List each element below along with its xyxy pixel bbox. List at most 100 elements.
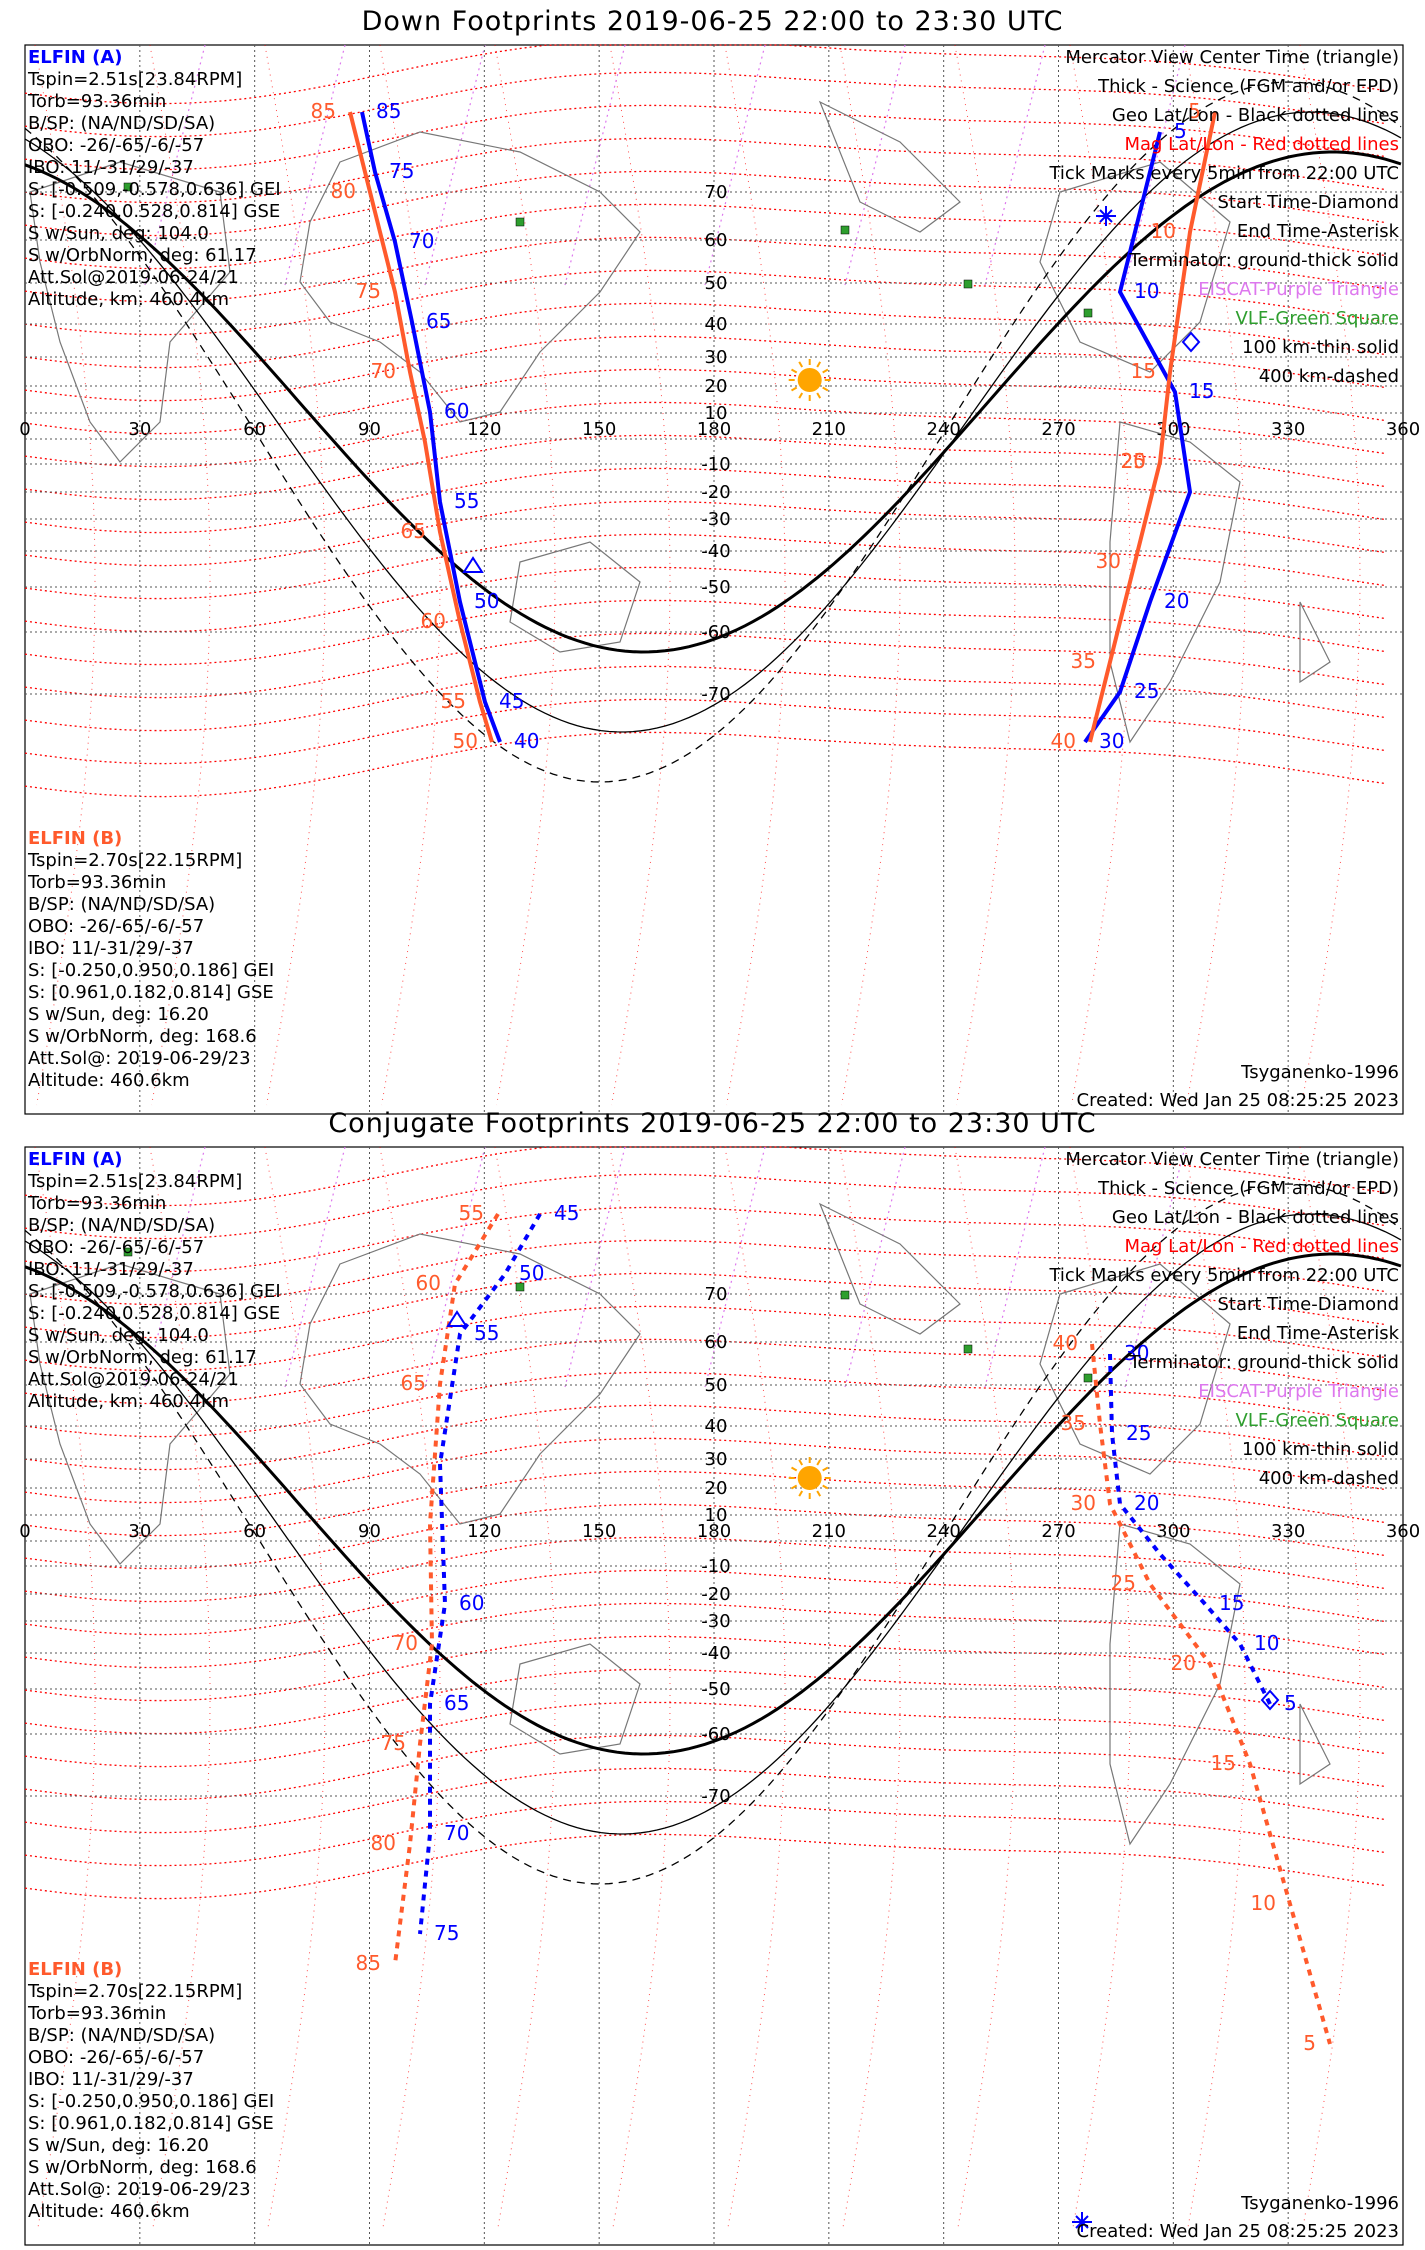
mag-lat-line <box>24 1800 1386 1867</box>
coastline <box>818 1202 961 1335</box>
legend-entry: 400 km-dashed <box>1259 1468 1399 1489</box>
elfin-b-track-east-tick-label: 35 <box>1061 1411 1086 1435</box>
coastline <box>1299 1703 1331 1786</box>
mag-lon-line <box>379 44 441 1106</box>
elfin-b-info-line: S: [0.961,0.182,0.814] GSE <box>28 982 274 1003</box>
legend-entry: Terminator: ground-thick solid <box>1128 1352 1399 1373</box>
legend-entry: Mercator View Center Time (triangle) <box>1065 47 1399 68</box>
lon-tick-label: 120 <box>467 419 501 440</box>
elfin-b-track-east-tick-label: 5 <box>1303 2031 1316 2055</box>
lon-tick-label: 180 <box>697 419 731 440</box>
elfin-b-label: ELFIN (B) <box>28 828 122 849</box>
lat-tick-label: -40 <box>701 541 730 562</box>
square-icon <box>123 182 133 192</box>
sun-ray <box>791 1484 798 1490</box>
created-timestamp: Created: Wed Jan 25 08:25:25 2023 <box>1077 2221 1399 2242</box>
elfin-b-info-line: Torb=93.36min <box>27 2003 166 2024</box>
sun-ray <box>816 1490 822 1497</box>
lon-tick-label: 60 <box>243 419 266 440</box>
terminator-ground <box>24 150 1402 654</box>
sun-ray <box>798 361 804 368</box>
elfin-a-track-west-tick-label: 60 <box>444 399 469 423</box>
sun-ray <box>816 1459 822 1466</box>
sun-ray <box>822 1466 829 1472</box>
square-icon <box>963 279 973 289</box>
mag-lon-line <box>264 44 326 1106</box>
terminator-ground <box>24 1252 1402 1756</box>
lon-tick-label: 180 <box>697 1521 731 1542</box>
mag-lat-line <box>24 731 1386 798</box>
mag-lat-line <box>24 1635 1386 1702</box>
legend-entry: Start Time-Diamond <box>1217 192 1399 213</box>
lat-tick-label: -40 <box>701 1643 730 1664</box>
elfin-b-info-line: IBO: 11/-31/29/-37 <box>28 2069 194 2090</box>
elfin-a-info-line: OBO: -26/-65/-6/-57 <box>28 1237 204 1258</box>
elfin-b-track-east-tick-label: 40 <box>1051 729 1076 753</box>
mag-lat-line <box>24 104 1386 171</box>
mag-lat-line <box>24 1602 1386 1669</box>
elfin-a-info-line: S w/Sun, deg: 104.0 <box>28 223 209 244</box>
elfin-a-info-line: Torb=93.36min <box>27 91 166 112</box>
legend-entry: Start Time-Diamond <box>1217 1294 1399 1315</box>
elfin-a-track-west-tick-label: 70 <box>444 1821 469 1845</box>
elfin-b-track-east-tick-label: 40 <box>1053 1331 1078 1355</box>
elfin-a-info-line: S w/OrbNorm, deg: 61.17 <box>28 1347 257 1368</box>
conjugate-footprints-map: 0 30 60 90 120 150 180 210 240 270 300 330 360102030… <box>19 1146 1420 2246</box>
elfin-b-info-line: S: [0.961,0.182,0.814] GSE <box>28 2113 274 2134</box>
mag-lat-line <box>24 1239 1386 1306</box>
elfin-b-track-west-tick-label: 55 <box>459 1201 484 1225</box>
elfin-a-track-west-tick-label: 75 <box>389 159 414 183</box>
lon-tick-label: 210 <box>812 419 846 440</box>
triangle-icon <box>462 556 484 573</box>
coastline <box>1039 161 1231 373</box>
elfin-b-track-west-tick-label: 80 <box>331 179 356 203</box>
legend-entry: End Time-Asterisk <box>1237 221 1400 242</box>
mag-lat-line <box>24 1701 1386 1768</box>
elfin-a-track-west-tick-label: 50 <box>519 1261 544 1285</box>
elfin-a-track-west-tick-label: 75 <box>434 1921 459 1945</box>
terminator-100km <box>24 1213 1402 1835</box>
mag-lat-line <box>24 566 1386 633</box>
lat-tick-label: 30 <box>705 347 728 368</box>
lat-tick-label: -70 <box>701 1786 730 1807</box>
elfin-b-info-line: S: [-0.250,0.950,0.186] GEI <box>28 960 274 981</box>
lat-tick-label: -20 <box>701 482 730 503</box>
elfin-b-info-line: OBO: -26/-65/-6/-57 <box>28 2047 204 2068</box>
sun-ray <box>798 1459 804 1466</box>
mag-lat-line <box>24 1305 1386 1372</box>
terminator-400km <box>24 81 1402 783</box>
sun-ray <box>822 386 829 392</box>
lon-tick-label: 330 <box>1271 1521 1305 1542</box>
mag-lat-line <box>24 368 1386 435</box>
lon-tick-label: 0 <box>19 419 30 440</box>
sun-ray <box>822 1484 829 1490</box>
coastline <box>818 100 961 233</box>
square-icon <box>515 1282 525 1292</box>
lat-tick-label: 60 <box>705 230 728 251</box>
diamond-icon <box>1181 331 1201 353</box>
mag-lat-line <box>24 236 1386 303</box>
lat-tick-label: -50 <box>701 1679 730 1700</box>
elfin-a-label: ELFIN (A) <box>28 47 122 68</box>
elfin-a-track-east-tick-label: 15 <box>1189 379 1214 403</box>
elfin-a-info-line: OBO: -26/-65/-6/-57 <box>28 135 204 156</box>
elfin-b-track-west-tick-label: 50 <box>453 729 478 753</box>
terminator-100km <box>24 111 1402 733</box>
elfin-b-track-east-tick-label: 35 <box>1071 649 1096 673</box>
elfin-a-info-line: Att.Sol@2019-06-24/21 <box>28 267 239 288</box>
lon-tick-label: 270 <box>1041 1521 1075 1542</box>
legend-entry: Thick - Science (FGM and/or EPD) <box>1097 1178 1399 1199</box>
mag-lat-line <box>24 203 1386 270</box>
elfin-a-track-west <box>360 111 502 743</box>
coastline <box>29 161 231 463</box>
elfin-b-track-west-tick-label: 80 <box>371 1831 396 1855</box>
elfin-b-track-east-tick-label: 15 <box>1131 359 1156 383</box>
mag-lat-line <box>24 1536 1386 1603</box>
lon-tick-label: 90 <box>358 1521 381 1542</box>
legend-entry: Mag Lat/Lon - Red dotted lines <box>1124 1236 1399 1257</box>
lon-tick-label: 270 <box>1041 419 1075 440</box>
elfin-a-info-line: IBO: 11/-31/29/-37 <box>28 1259 194 1280</box>
elfin-a-track-west-tick-label: 40 <box>514 729 539 753</box>
mag-lat-line <box>24 698 1386 765</box>
mag-lon-line <box>149 44 211 1106</box>
